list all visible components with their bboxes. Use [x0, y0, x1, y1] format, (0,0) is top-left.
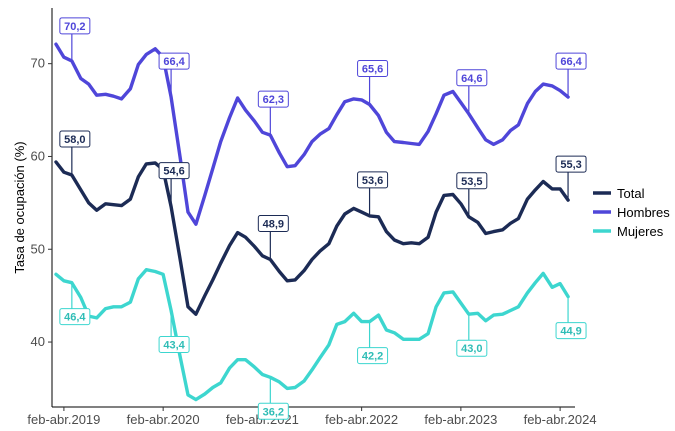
- data-label: 44,9: [560, 326, 581, 338]
- data-label-box: [555, 155, 587, 173]
- data-label: 70,2: [64, 21, 85, 33]
- data-label: 46,4: [64, 312, 86, 324]
- data-label-box: [257, 214, 289, 232]
- data-label-box: [158, 162, 190, 180]
- data-label: 36,2: [263, 406, 284, 418]
- data-label-box: [456, 172, 488, 190]
- data-label-box: [357, 171, 389, 189]
- x-tick-label: feb-abr.2024: [524, 412, 597, 427]
- data-label: 53,6: [362, 175, 383, 187]
- y-tick-label: 40: [31, 334, 45, 349]
- series-line-mujeres: [54, 268, 570, 402]
- data-label: 42,2: [362, 351, 383, 363]
- data-label-box: [456, 339, 488, 357]
- data-label: 43,0: [461, 343, 482, 355]
- data-label: 66,4: [163, 56, 185, 68]
- legend-label: Total: [617, 186, 645, 201]
- data-label-box: [59, 308, 91, 326]
- legend-label: Mujeres: [617, 224, 664, 239]
- data-labels: 70,2 66,4 62,3 65,6 64,6 66,4 58,0 54,6 48,9 53,6…: [59, 17, 587, 420]
- data-label: 55,3: [560, 159, 581, 171]
- y-tick-label: 60: [31, 148, 45, 163]
- data-label-box: [59, 17, 91, 35]
- series-lines: [54, 42, 570, 402]
- data-label: 58,0: [64, 134, 85, 146]
- data-label: 62,3: [263, 94, 284, 106]
- data-label-box: [456, 69, 488, 87]
- data-label: 64,6: [461, 73, 482, 85]
- data-label: 43,4: [163, 339, 185, 351]
- data-label-box: [257, 402, 289, 420]
- series-line-total: [54, 160, 570, 316]
- axes: 40 50 60 70 feb-abr.2019 feb-abr.2020 feb-abr.…: [12, 8, 597, 427]
- legend-label: Hombres: [617, 205, 670, 220]
- data-label-box: [357, 60, 389, 78]
- data-label-box: [555, 322, 587, 340]
- y-tick-label: 70: [31, 56, 45, 71]
- data-label: 66,4: [560, 56, 582, 68]
- y-tick-label: 50: [31, 241, 45, 256]
- data-label-box: [158, 335, 190, 353]
- data-label: 65,6: [362, 64, 383, 76]
- series-line-hombres: [54, 42, 570, 226]
- x-tick-label: feb-abr.2022: [325, 412, 398, 427]
- x-tick-label: feb-abr.2023: [424, 412, 497, 427]
- data-label-box: [59, 130, 91, 148]
- data-label-box: [257, 90, 289, 108]
- x-tick-label: feb-abr.2019: [27, 412, 100, 427]
- data-label: 54,6: [163, 166, 184, 178]
- data-label-box: [158, 52, 190, 70]
- legend: Total Hombres Mujeres: [593, 186, 670, 239]
- data-label: 48,9: [263, 218, 284, 230]
- data-label: 53,5: [461, 176, 482, 188]
- data-label-box: [555, 52, 587, 70]
- y-axis-title: Tasa de ocupación (%): [12, 141, 27, 273]
- data-label-box: [357, 347, 389, 365]
- x-tick-label: feb-abr.2020: [127, 412, 200, 427]
